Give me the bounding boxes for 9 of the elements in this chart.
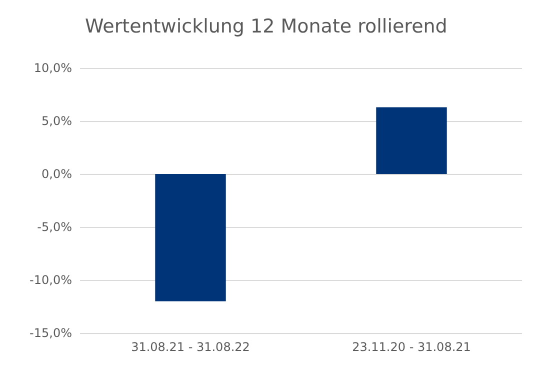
y-tick-label: 10,0%	[34, 61, 72, 75]
y-tick-label: -15,0%	[30, 326, 72, 340]
x-tick-label: 23.11.20 - 31.08.21	[352, 340, 471, 354]
y-tick-label: 5,0%	[42, 114, 72, 128]
chart-title: Wertentwicklung 12 Monate rollierend	[85, 16, 448, 38]
y-tick-label: -5,0%	[37, 220, 72, 234]
y-tick-label: 0,0%	[42, 167, 72, 181]
x-tick-label: 31.08.21 - 31.08.22	[131, 340, 250, 354]
y-tick-label: -10,0%	[30, 273, 72, 287]
